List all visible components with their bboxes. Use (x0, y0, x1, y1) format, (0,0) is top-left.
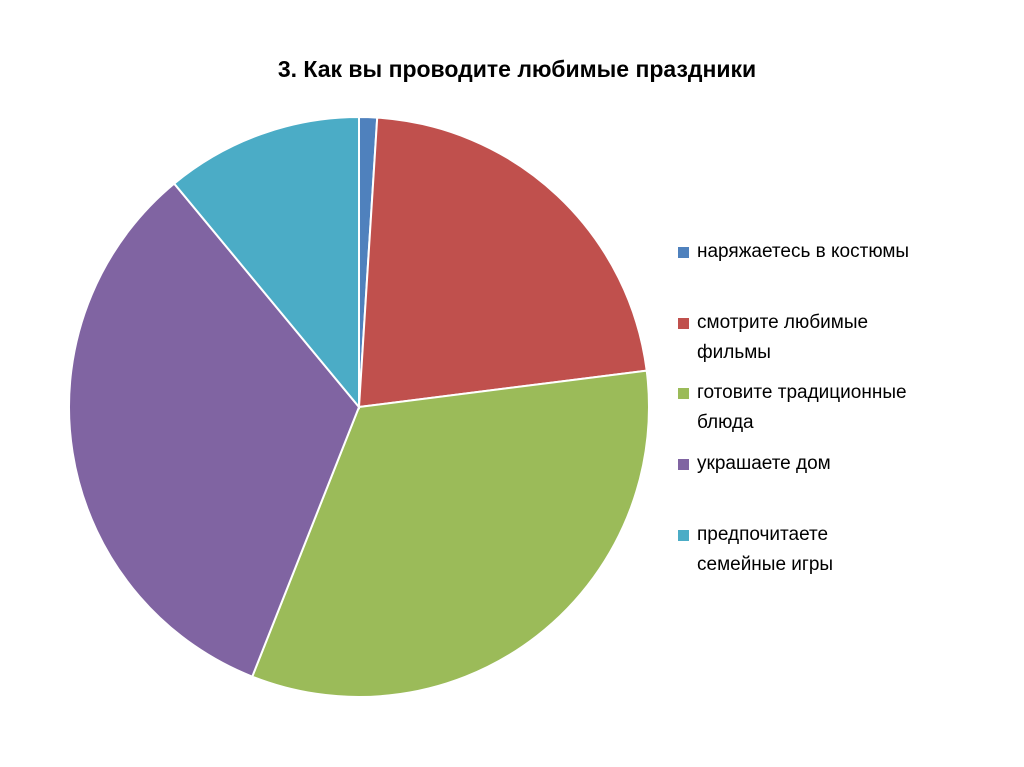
pie-slice (68, 182, 361, 678)
legend-label: украшаете дом (697, 453, 831, 474)
pie-slice (357, 116, 648, 409)
chart-title: 3. Как вы проводите любимые праздники (277, 56, 757, 82)
legend-swatch (678, 318, 689, 329)
legend-item: украшаете дом (678, 449, 977, 479)
legend-swatch (678, 388, 689, 399)
legend-swatch (678, 459, 689, 470)
legend-label: смотрите любимые фильмы (697, 312, 869, 363)
legend-item: смотрите любимые фильмы (678, 308, 937, 368)
pie-slice (172, 115, 360, 410)
legend-swatch (678, 247, 689, 258)
legend-label: предпочитаете семейные игры (697, 524, 834, 575)
legend-swatch (678, 530, 689, 541)
legend-label: готовите традиционные блюда (697, 382, 907, 433)
legend-label: наряжаетесь в костюмы (697, 241, 910, 262)
legend-item: готовите традиционные блюда (678, 378, 967, 438)
legend-item: предпочитаете семейные игры (678, 520, 897, 580)
pie-slice (250, 369, 650, 698)
legend-item: наряжаетесь в костюмы (678, 237, 977, 267)
